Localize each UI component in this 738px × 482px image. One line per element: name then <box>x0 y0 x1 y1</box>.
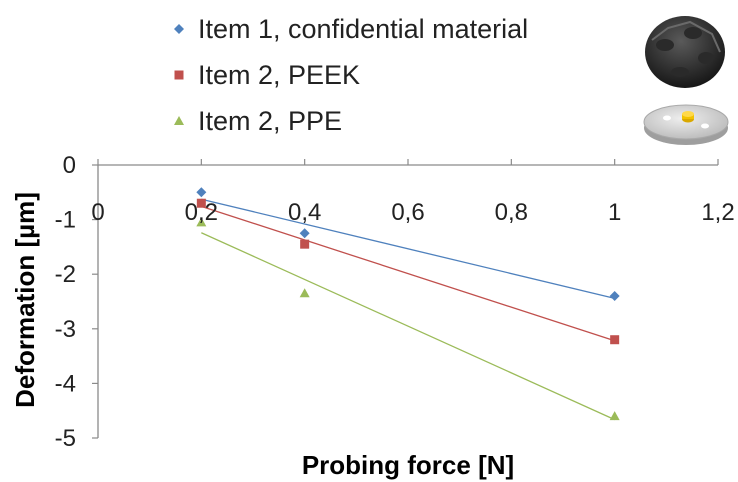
data-point <box>609 291 620 302</box>
trendline <box>201 205 615 342</box>
y-tick-label: -4 <box>55 370 76 397</box>
data-point <box>299 288 310 298</box>
legend-symbol <box>174 24 184 34</box>
data-point <box>609 411 620 421</box>
legend-label: Item 2, PPE <box>198 105 343 136</box>
legend-symbol <box>174 116 184 125</box>
x-tick-label: 0 <box>91 199 104 226</box>
data-point <box>196 187 207 198</box>
x-tick-label: 1 <box>608 199 621 226</box>
data-point <box>196 198 206 208</box>
x-tick-label: 0,6 <box>391 199 424 226</box>
item2-part-image <box>643 104 729 145</box>
data-markers <box>196 187 620 421</box>
x-axis-title: Probing force [N] <box>302 450 514 480</box>
legend-marker <box>168 69 190 81</box>
data-point <box>196 217 207 227</box>
data-point <box>300 239 310 249</box>
trendline <box>201 232 615 421</box>
y-tick-label: -3 <box>55 316 76 343</box>
legend-label: Item 1, confidential material <box>198 13 529 44</box>
legend-marker <box>168 115 190 127</box>
legend-marker <box>168 23 190 35</box>
x-tick-label: 1,2 <box>701 199 734 226</box>
legend-item: Item 2, PEEK <box>168 52 528 98</box>
legend-item: Item 2, PPE <box>168 98 528 144</box>
axes <box>92 159 719 439</box>
x-tick-label: 0,4 <box>288 199 321 226</box>
legend: Item 1, confidential material Item 2, PEE… <box>168 6 528 144</box>
trendlines <box>201 198 615 421</box>
trendline <box>201 198 615 299</box>
legend-symbol <box>174 70 184 80</box>
y-tick-label: -5 <box>55 425 76 452</box>
item1-part-image <box>645 16 725 88</box>
y-tick-label: 0 <box>63 152 76 179</box>
data-point <box>299 228 310 239</box>
legend-label: Item 2, PEEK <box>198 59 361 90</box>
tick-labels: 0 -1 -2 -3 -4 -5 0 0,2 0,4 0,6 0,8 1 1,2 <box>55 152 735 452</box>
data-point <box>610 335 620 345</box>
x-tick-label: 0,8 <box>495 199 528 226</box>
legend-item: Item 1, confidential material <box>168 6 528 52</box>
x-tick-label: 0,2 <box>185 199 218 226</box>
y-tick-label: -2 <box>55 261 76 288</box>
y-axis-title: Deformation [µm] <box>10 192 40 408</box>
y-tick-label: -1 <box>55 207 76 234</box>
